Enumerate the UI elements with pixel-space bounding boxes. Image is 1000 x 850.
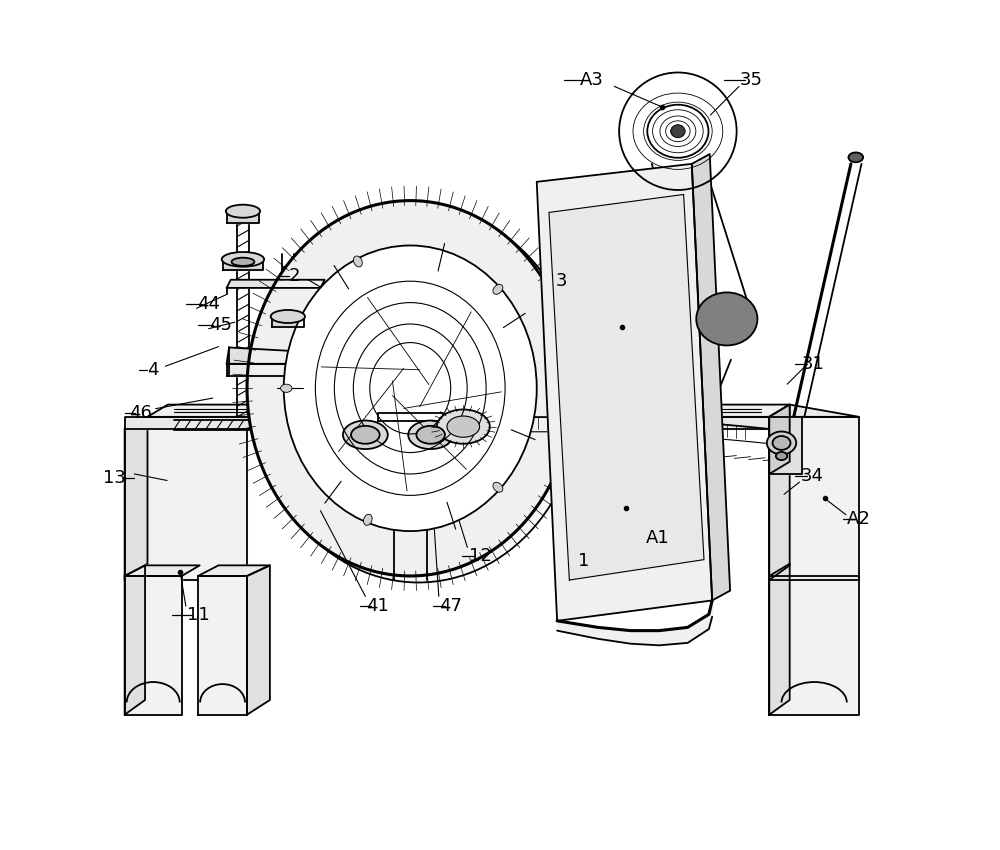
- Text: 3: 3: [555, 272, 567, 291]
- Ellipse shape: [343, 421, 388, 449]
- Ellipse shape: [271, 310, 305, 323]
- Polygon shape: [125, 576, 182, 715]
- Polygon shape: [227, 280, 325, 288]
- Polygon shape: [272, 316, 304, 327]
- Ellipse shape: [247, 201, 573, 576]
- Polygon shape: [125, 565, 200, 576]
- Polygon shape: [769, 405, 790, 474]
- Polygon shape: [125, 429, 247, 580]
- Polygon shape: [692, 154, 730, 600]
- Text: 41: 41: [366, 598, 389, 615]
- Ellipse shape: [416, 426, 445, 444]
- Ellipse shape: [255, 207, 582, 582]
- Polygon shape: [227, 364, 300, 376]
- Ellipse shape: [848, 152, 863, 162]
- Ellipse shape: [281, 384, 292, 393]
- Ellipse shape: [364, 514, 372, 525]
- Ellipse shape: [351, 426, 380, 444]
- Polygon shape: [769, 416, 859, 580]
- Polygon shape: [247, 565, 270, 715]
- Polygon shape: [223, 259, 263, 270]
- Polygon shape: [769, 405, 859, 416]
- Text: 45: 45: [209, 315, 232, 334]
- Ellipse shape: [284, 246, 537, 531]
- Polygon shape: [198, 576, 247, 715]
- Polygon shape: [769, 564, 790, 715]
- Polygon shape: [769, 416, 802, 474]
- Polygon shape: [769, 405, 790, 580]
- Circle shape: [671, 125, 684, 138]
- Ellipse shape: [222, 252, 264, 267]
- Ellipse shape: [232, 258, 254, 266]
- Text: 44: 44: [197, 295, 220, 314]
- Ellipse shape: [773, 436, 790, 450]
- Polygon shape: [198, 565, 270, 576]
- Ellipse shape: [408, 421, 453, 449]
- Text: 4: 4: [147, 361, 159, 379]
- Ellipse shape: [767, 432, 796, 455]
- Polygon shape: [549, 195, 704, 580]
- Text: 13: 13: [103, 469, 126, 487]
- Polygon shape: [227, 211, 259, 223]
- Text: A3: A3: [579, 71, 603, 89]
- Text: 31: 31: [802, 354, 825, 373]
- Polygon shape: [125, 416, 147, 580]
- Polygon shape: [125, 415, 270, 429]
- Polygon shape: [227, 348, 303, 364]
- Polygon shape: [125, 416, 769, 429]
- Polygon shape: [769, 405, 790, 429]
- Text: 12: 12: [469, 547, 492, 564]
- Text: 46: 46: [130, 404, 152, 422]
- Ellipse shape: [647, 105, 708, 158]
- Polygon shape: [125, 565, 145, 715]
- Text: 11: 11: [187, 606, 209, 624]
- Text: 2: 2: [289, 267, 300, 285]
- Ellipse shape: [696, 292, 757, 345]
- Ellipse shape: [353, 256, 362, 267]
- Text: A1: A1: [646, 529, 669, 547]
- Ellipse shape: [493, 482, 503, 492]
- Ellipse shape: [226, 205, 260, 218]
- Ellipse shape: [437, 410, 490, 444]
- Text: 1: 1: [578, 552, 589, 570]
- Ellipse shape: [493, 285, 503, 294]
- Polygon shape: [147, 405, 790, 416]
- Text: A2: A2: [847, 510, 871, 528]
- Polygon shape: [378, 413, 443, 421]
- Ellipse shape: [447, 416, 480, 437]
- Text: 34: 34: [800, 467, 823, 484]
- Text: 35: 35: [740, 71, 763, 89]
- Polygon shape: [769, 576, 859, 715]
- Polygon shape: [537, 164, 712, 620]
- Text: 47: 47: [440, 598, 463, 615]
- Ellipse shape: [776, 452, 787, 460]
